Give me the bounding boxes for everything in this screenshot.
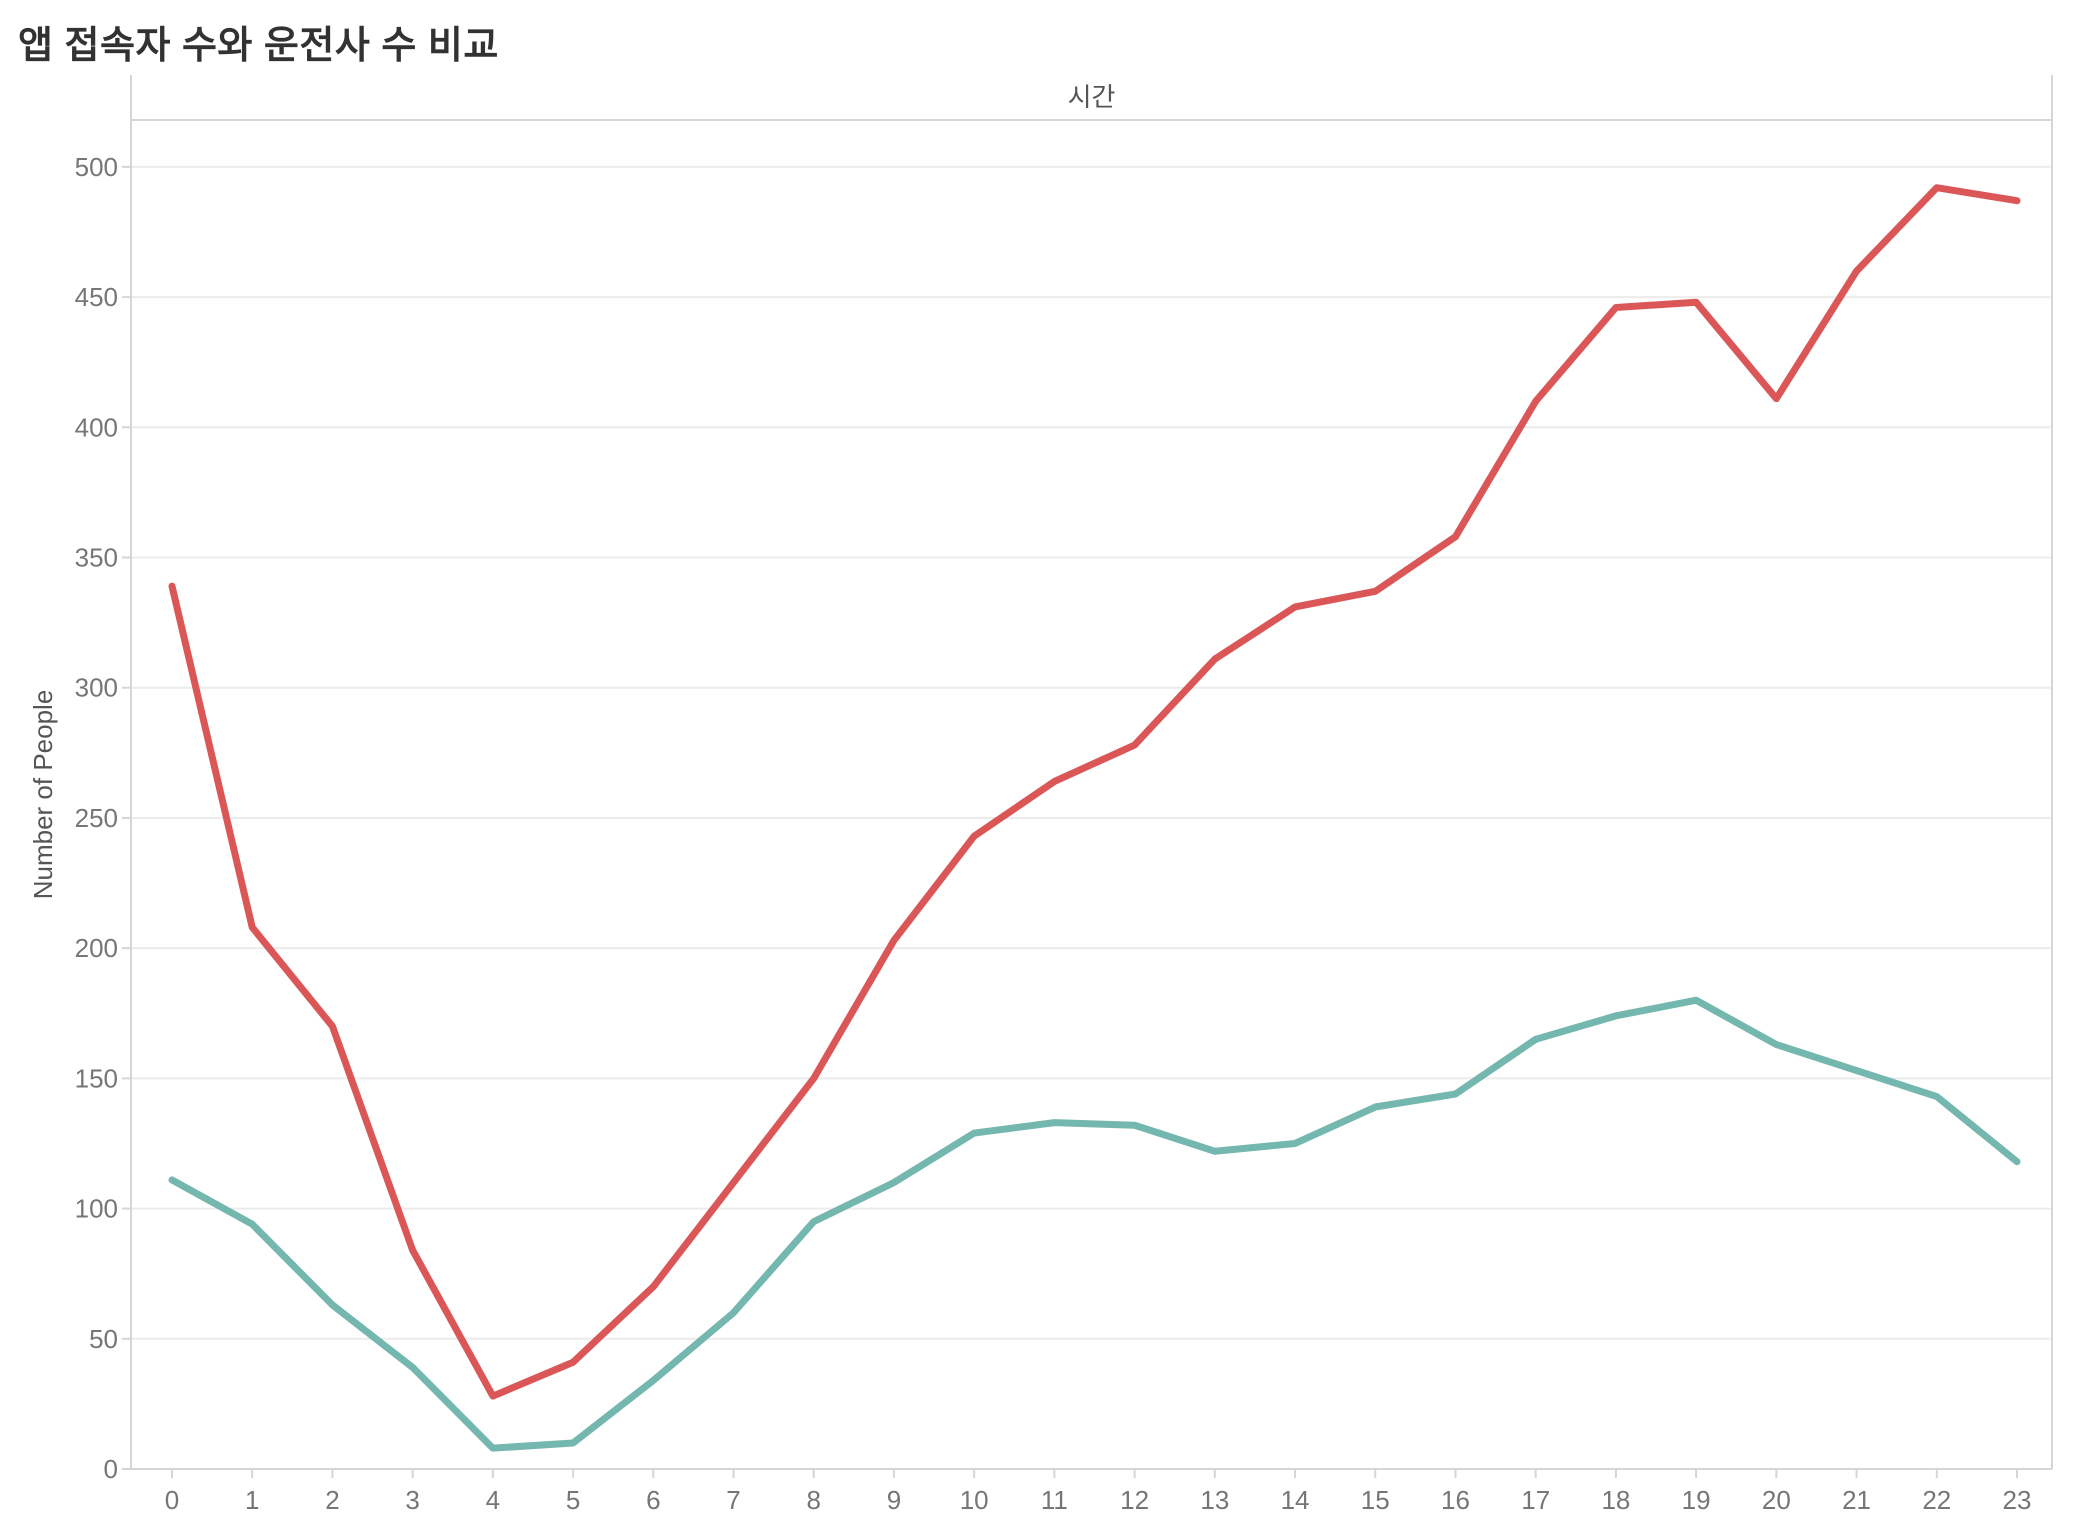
y-tick-label: 0 (104, 1454, 118, 1484)
x-tick-label: 23 (2003, 1485, 2032, 1515)
y-axis-title: Number of People (28, 690, 58, 900)
series-line-drivers (168, 996, 2021, 1452)
x-tick-label: 2 (325, 1485, 339, 1515)
x-tick-label: 1 (245, 1485, 259, 1515)
plot-frame (130, 75, 2053, 1470)
chart-title: 앱 접속자 수와 운전사 수 비교 (18, 25, 499, 67)
x-tick-label: 4 (486, 1485, 500, 1515)
x-axis-title: 시간 (1068, 82, 1116, 112)
y-tick-label: 150 (75, 1063, 118, 1093)
y-tick-label: 400 (75, 412, 118, 442)
series-lines (168, 184, 2021, 1452)
y-tick-label: 250 (75, 803, 118, 833)
x-tick-label: 19 (1682, 1485, 1711, 1515)
x-tick-label: 15 (1361, 1485, 1390, 1515)
x-tick-label: 3 (405, 1485, 419, 1515)
x-tick-label: 12 (1120, 1485, 1149, 1515)
x-tick-label: 9 (887, 1485, 901, 1515)
x-tick-label: 10 (960, 1485, 989, 1515)
y-tick-label: 450 (75, 282, 118, 312)
y-tick-label: 300 (75, 673, 118, 703)
x-tick-label: 16 (1441, 1485, 1470, 1515)
x-tick-label: 11 (1041, 1485, 1068, 1515)
x-tick-label: 14 (1281, 1485, 1310, 1515)
tick-marks (122, 165, 2018, 1478)
gridlines (131, 165, 2052, 1340)
series-line-app-users (168, 184, 2021, 1400)
x-tick-label: 13 (1200, 1485, 1229, 1515)
x-tick-label: 22 (1922, 1485, 1951, 1515)
x-tick-label: 8 (807, 1485, 821, 1515)
x-tick-label: 5 (566, 1485, 580, 1515)
y-tick-label: 500 (75, 152, 118, 182)
x-tick-label: 20 (1762, 1485, 1791, 1515)
y-tick-label: 100 (75, 1194, 118, 1224)
x-tick-label: 21 (1842, 1485, 1871, 1515)
y-tick-label: 50 (89, 1324, 118, 1354)
x-tick-label: 7 (726, 1485, 740, 1515)
y-tick-label: 200 (75, 933, 118, 963)
x-tick-label: 18 (1601, 1485, 1630, 1515)
x-tick-label: 0 (165, 1485, 179, 1515)
x-tick-label: 6 (646, 1485, 660, 1515)
x-tick-label: 17 (1521, 1485, 1550, 1515)
y-tick-label: 350 (75, 543, 118, 573)
